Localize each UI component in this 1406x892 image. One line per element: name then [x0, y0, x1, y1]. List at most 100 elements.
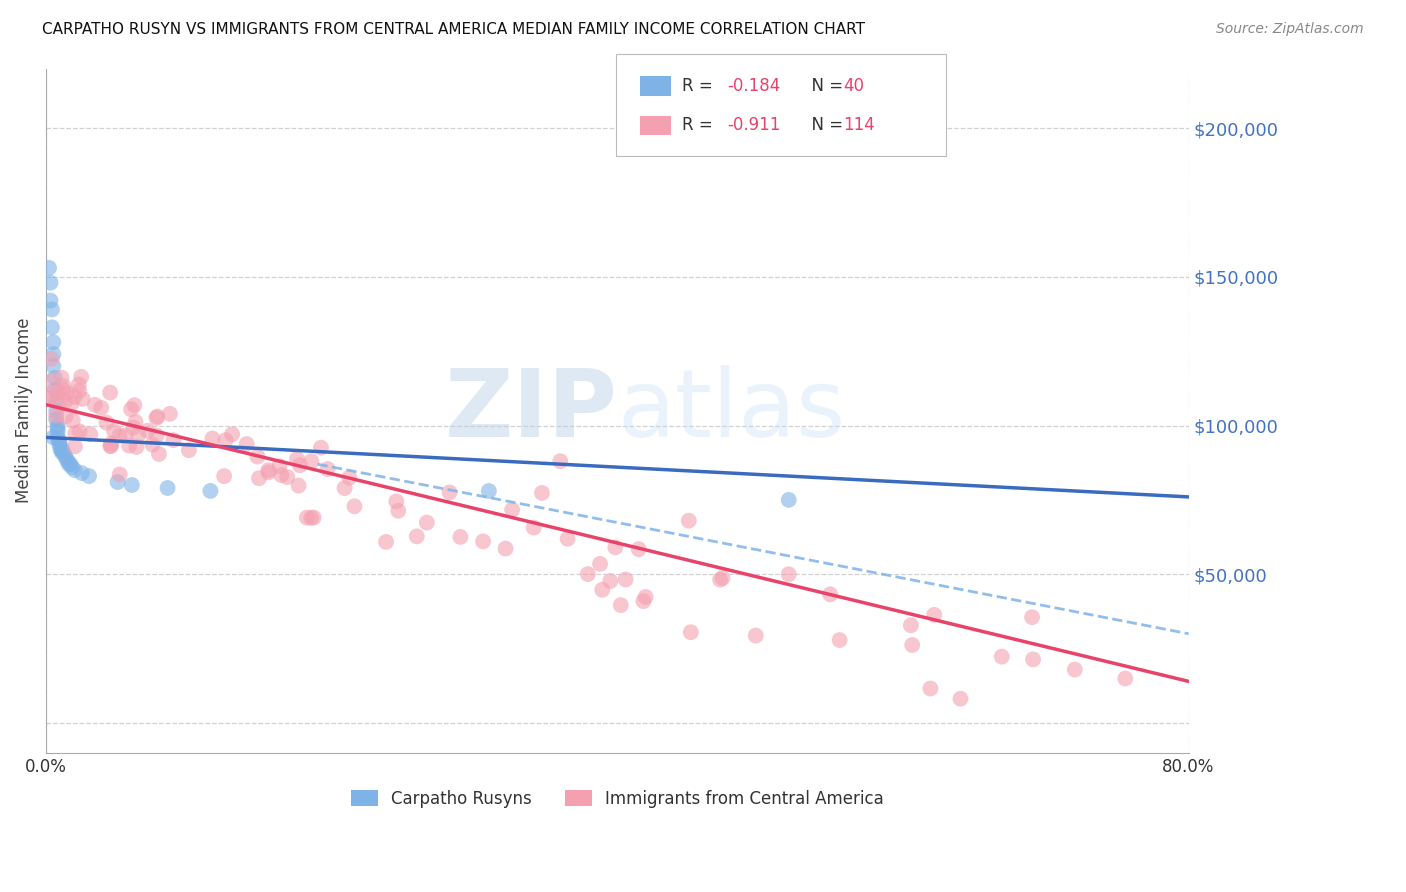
Point	[375, 535, 398, 549]
Point	[90, 401, 112, 415]
Point	[67, 384, 90, 398]
Point	[285, 451, 308, 466]
Text: N =: N =	[801, 117, 849, 135]
Point	[41, 320, 63, 334]
Point	[103, 424, 125, 438]
Point	[107, 475, 129, 489]
Point	[387, 504, 409, 518]
Point	[610, 598, 633, 612]
Point	[385, 494, 408, 508]
Point	[42, 430, 65, 444]
Point	[41, 351, 63, 366]
Point	[120, 402, 142, 417]
Point	[614, 573, 637, 587]
Point	[56, 454, 79, 468]
Point	[405, 529, 427, 543]
Legend: Carpatho Rusyns, Immigrants from Central America: Carpatho Rusyns, Immigrants from Central…	[344, 783, 890, 814]
Point	[156, 481, 179, 495]
Point	[60, 396, 83, 410]
Point	[678, 514, 700, 528]
Point	[44, 371, 66, 385]
Point	[46, 425, 69, 439]
Point	[589, 557, 612, 571]
Point	[70, 369, 93, 384]
Point	[39, 276, 62, 290]
Point	[495, 541, 517, 556]
Point	[523, 520, 546, 534]
Point	[416, 516, 439, 530]
Point	[949, 691, 972, 706]
Point	[605, 541, 627, 555]
Point	[48, 434, 70, 448]
Point	[98, 385, 121, 400]
Point	[901, 638, 924, 652]
Point	[38, 260, 60, 275]
Point	[96, 416, 118, 430]
Point	[125, 440, 148, 454]
Point	[42, 359, 65, 373]
Point	[299, 511, 322, 525]
Point	[501, 503, 523, 517]
Point	[52, 445, 75, 459]
Point	[42, 347, 65, 361]
Point	[1114, 672, 1136, 686]
Point	[46, 418, 69, 433]
Point	[818, 587, 841, 601]
Point	[449, 530, 471, 544]
Point	[118, 439, 141, 453]
Point	[333, 481, 356, 495]
Point	[124, 415, 146, 429]
Point	[45, 409, 67, 423]
Point	[72, 392, 94, 406]
Point	[591, 582, 613, 597]
Point	[778, 492, 800, 507]
Point	[67, 377, 90, 392]
Point	[127, 428, 149, 442]
Point	[316, 462, 339, 476]
Point	[557, 532, 579, 546]
Point	[920, 681, 942, 696]
Point	[45, 412, 67, 426]
Point	[287, 478, 309, 492]
Point	[41, 302, 63, 317]
Point	[46, 385, 69, 400]
Point	[79, 427, 101, 442]
Point	[122, 420, 145, 434]
Point	[177, 443, 200, 458]
Point	[55, 393, 77, 408]
Point	[100, 439, 122, 453]
Point	[55, 451, 77, 466]
Point	[100, 436, 122, 450]
Text: CARPATHO RUSYN VS IMMIGRANTS FROM CENTRAL AMERICA MEDIAN FAMILY INCOME CORRELATI: CARPATHO RUSYN VS IMMIGRANTS FROM CENTRA…	[42, 22, 865, 37]
Point	[599, 574, 621, 588]
Point	[60, 460, 83, 475]
Point	[141, 437, 163, 451]
Text: ZIP: ZIP	[444, 365, 617, 457]
Point	[343, 500, 366, 514]
Point	[108, 428, 131, 442]
Point	[114, 428, 136, 442]
Point	[247, 471, 270, 485]
Point	[288, 458, 311, 473]
Text: 40: 40	[844, 77, 865, 95]
Text: R =: R =	[682, 117, 718, 135]
Point	[51, 370, 73, 384]
Point	[51, 445, 73, 459]
Point	[146, 409, 169, 424]
Point	[55, 386, 77, 401]
Point	[58, 457, 80, 471]
Point	[530, 486, 553, 500]
Point	[472, 534, 495, 549]
Point	[201, 432, 224, 446]
Point	[711, 571, 734, 585]
Point	[633, 594, 655, 608]
Point	[39, 293, 62, 308]
Text: Source: ZipAtlas.com: Source: ZipAtlas.com	[1216, 22, 1364, 37]
Text: -0.911: -0.911	[727, 117, 780, 135]
Point	[145, 411, 167, 425]
Point	[634, 590, 657, 604]
Point	[148, 447, 170, 461]
Point	[53, 448, 76, 462]
Point	[62, 414, 84, 428]
Point	[478, 483, 501, 498]
